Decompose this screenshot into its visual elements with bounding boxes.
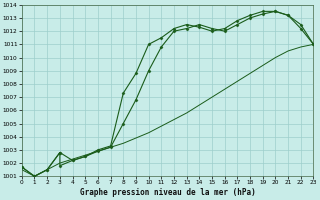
X-axis label: Graphe pression niveau de la mer (hPa): Graphe pression niveau de la mer (hPa) [80, 188, 256, 197]
